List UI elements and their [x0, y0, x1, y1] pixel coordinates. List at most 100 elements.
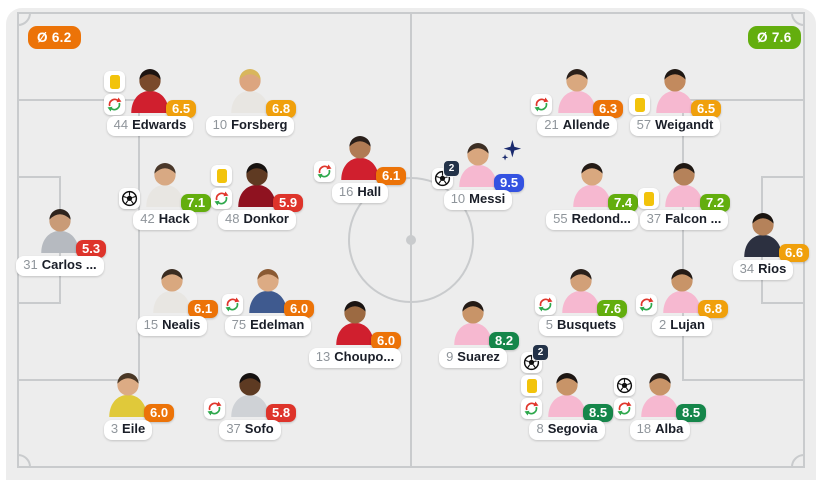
player-photo — [330, 295, 380, 345]
player-name: Redond... — [571, 211, 631, 226]
player-number: 8 — [536, 421, 544, 436]
player-name: Allende — [562, 117, 610, 132]
player-number: 16 — [338, 184, 354, 199]
player-label[interactable]: 37 Sofo — [219, 420, 281, 440]
player-number: 31 — [23, 257, 38, 272]
substitution-icon — [204, 398, 225, 419]
yellow-card-icon — [104, 71, 125, 92]
player-name: Carlos ... — [41, 257, 97, 272]
home-average-rating-badge: Ø 6.2 — [28, 26, 81, 49]
player-card-rios[interactable]: 6.6 34 Rios — [703, 207, 822, 280]
player-photo — [635, 367, 685, 417]
player-icon-stack — [204, 398, 225, 419]
player-name: Segovia — [547, 421, 598, 436]
player-number: 42 — [140, 211, 155, 226]
player-card-forsberg[interactable]: 6.8 10 Forsberg — [190, 63, 310, 136]
player-rating-badge: 6.1 — [188, 300, 219, 318]
yellow-card-icon — [211, 165, 232, 186]
player-label[interactable]: 21 Allende — [537, 116, 617, 136]
player-card-redond[interactable]: 7.4 55 Redond... — [532, 157, 652, 230]
player-card-suarez[interactable]: 8.2 9 Suarez — [413, 295, 533, 368]
player-photo — [232, 157, 282, 207]
player-rating-badge: 7.1 — [181, 194, 212, 212]
player-name: Nealis — [162, 317, 201, 332]
player-photo — [225, 63, 275, 113]
substitution-icon — [535, 294, 556, 315]
goal-count-badge: 2 — [443, 160, 460, 177]
player-name: Messi — [469, 191, 506, 206]
player-label[interactable]: 31 Carlos ... — [16, 256, 104, 276]
player-number: 48 — [225, 211, 240, 226]
player-label[interactable]: 42 Hack — [133, 210, 197, 230]
player-label[interactable]: 2 Lujan — [652, 316, 712, 336]
player-card-weigandt[interactable]: 6.5 57 Weigandt — [615, 63, 735, 136]
player-card-edwards[interactable]: 6.5 44 Edwards — [90, 63, 210, 136]
player-name: Forsberg — [231, 117, 288, 132]
player-label[interactable]: 5 Busquets — [538, 316, 624, 336]
player-label[interactable]: 13 Choupo... — [308, 348, 402, 368]
player-card-alba[interactable]: 8.5 18 Alba — [600, 367, 720, 440]
player-icon-stack — [222, 294, 243, 315]
player-rating-badge: 8.5 — [676, 404, 707, 422]
player-card-hack[interactable]: 7.1 42 Hack — [105, 157, 225, 230]
player-name: Donkor — [243, 211, 289, 226]
player-card-choupo[interactable]: 6.0 13 Choupo... — [295, 295, 415, 368]
player-label[interactable]: 44 Edwards — [106, 116, 194, 136]
player-card-busquets[interactable]: 7.6 5 Busquets — [521, 263, 641, 336]
player-label[interactable]: 75 Edelman — [224, 316, 312, 336]
player-label[interactable]: 55 Redond... — [546, 210, 638, 230]
player-rating-badge: 5.8 — [266, 404, 297, 422]
player-rating-badge: 6.6 — [779, 244, 810, 262]
player-label[interactable]: 10 Forsberg — [205, 116, 295, 136]
player-name: Suarez — [457, 349, 500, 364]
player-number: 5 — [545, 317, 553, 332]
player-card-carlos[interactable]: 5.3 31 Carlos ... — [0, 203, 120, 276]
yellow-card-icon — [638, 188, 659, 209]
player-icon-stack — [535, 294, 556, 315]
player-photo — [657, 263, 707, 313]
player-label[interactable]: 48 Donkor — [218, 210, 296, 230]
player-card-nealis[interactable]: 6.1 15 Nealis — [112, 263, 232, 336]
player-card-falcon[interactable]: 7.2 37 Falcon ... — [624, 157, 744, 230]
player-number: 34 — [739, 261, 755, 276]
player-name: Edwards — [132, 117, 187, 132]
player-icon-stack — [211, 165, 232, 209]
player-rating-badge: 8.2 — [489, 332, 520, 350]
player-label[interactable]: 10 Messi — [443, 190, 513, 210]
player-label[interactable]: 3 Eile — [103, 420, 153, 440]
player-label[interactable]: 15 Nealis — [136, 316, 208, 336]
player-rating-badge: 6.0 — [371, 332, 402, 350]
player-label[interactable]: 18 Alba — [629, 420, 691, 440]
player-label[interactable]: 9 Suarez — [439, 348, 507, 368]
player-card-allende[interactable]: 6.3 21 Allende — [517, 63, 637, 136]
player-name: Lujan — [670, 317, 705, 332]
player-rating-badge: 6.8 — [698, 300, 729, 318]
player-label[interactable]: 57 Weigandt — [629, 116, 721, 136]
player-card-hall[interactable]: 6.1 16 Hall — [300, 130, 420, 203]
player-card-lujan[interactable]: 6.8 2 Lujan — [622, 263, 742, 336]
goal-icon: 2 — [521, 344, 549, 373]
player-label[interactable]: 16 Hall — [331, 183, 389, 203]
player-photo — [335, 130, 385, 180]
player-card-segovia[interactable]: 2 8.5 8 Segovia — [507, 344, 627, 440]
player-label[interactable]: 8 Segovia — [529, 420, 605, 440]
player-rating-badge: 7.2 — [700, 194, 731, 212]
player-card-donkor[interactable]: 5.9 48 Donkor — [197, 157, 317, 230]
player-label[interactable]: 37 Falcon ... — [639, 210, 729, 230]
player-name: Alba — [655, 421, 684, 436]
player-rating-badge: 6.5 — [691, 100, 722, 118]
player-card-messi[interactable]: 2 9.5 10 Messi — [418, 137, 538, 210]
player-label[interactable]: 34 Rios — [732, 260, 794, 280]
player-rating-badge: 6.5 — [166, 100, 197, 118]
player-name: Sofo — [244, 421, 274, 436]
player-icon-stack: 2 — [521, 344, 549, 419]
player-name: Hack — [158, 211, 190, 226]
player-card-eile[interactable]: 6.0 3 Eile — [68, 367, 188, 440]
player-card-edelman[interactable]: 6.0 75 Edelman — [208, 263, 328, 336]
player-name: Eile — [122, 421, 146, 436]
player-number: 15 — [143, 317, 159, 332]
player-icon-stack — [638, 188, 659, 209]
player-card-sofo[interactable]: 5.8 37 Sofo — [190, 367, 310, 440]
substitution-icon — [531, 94, 552, 115]
